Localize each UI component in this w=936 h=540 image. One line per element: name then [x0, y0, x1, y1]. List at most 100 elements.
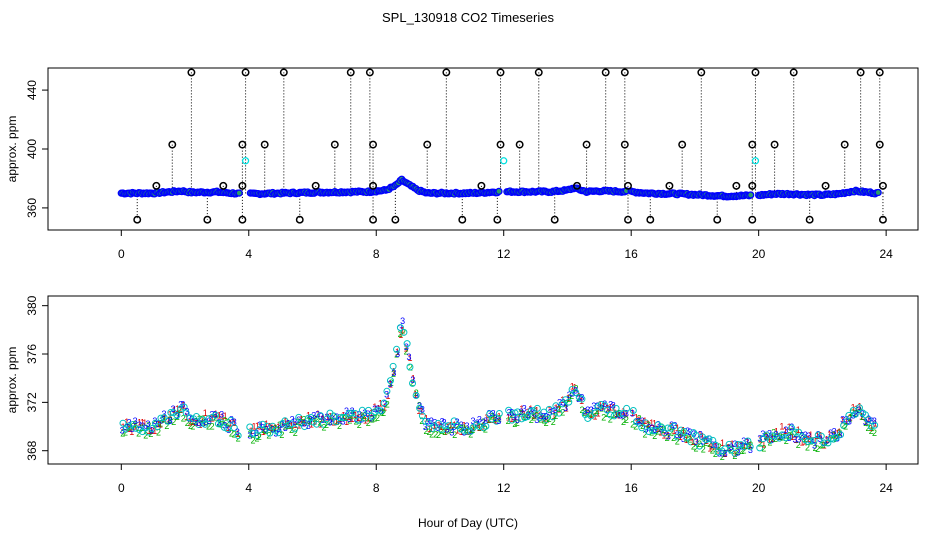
bottom-data-char: 2	[429, 430, 434, 440]
bottom-data-point	[144, 428, 152, 436]
outlier-point	[665, 181, 674, 190]
bottom-data-char: 1	[713, 442, 718, 452]
outlier-point	[279, 68, 288, 77]
bottom-data-char: 1	[178, 405, 183, 415]
bottom-data-point	[212, 411, 220, 419]
bottom-data-char: 2	[621, 417, 626, 427]
bottom-data-char: 1	[675, 423, 680, 433]
bottom-data-char: 2	[825, 438, 830, 448]
bottom-data-char: 2	[557, 404, 562, 414]
bottom-data-char: 1	[509, 414, 514, 424]
bottom-data-char: 3	[525, 411, 530, 421]
bottom-data-char: 2	[251, 435, 256, 445]
bottom-data-char: 3	[844, 414, 849, 424]
outlier-point	[770, 140, 779, 149]
bottom-data-point	[843, 418, 851, 426]
bottom-data-char: 2	[799, 430, 804, 440]
bottom-data-char: 2	[746, 441, 751, 451]
bottom-data-char: 2	[277, 420, 282, 430]
outlier-point	[620, 68, 629, 77]
bottom-data-char: 3	[618, 410, 623, 420]
bottom-data-char: 3	[328, 417, 333, 427]
bottom-data-point	[131, 424, 139, 432]
bottom-data-char: 3	[459, 420, 464, 430]
bottom-data-char: 3	[280, 419, 285, 429]
bottom-data-char: 2	[219, 419, 224, 429]
bottom-data-char: 1	[346, 412, 351, 422]
outlier-point	[748, 215, 757, 224]
bottom-data-point	[412, 392, 420, 400]
bottom-data-char: 1	[121, 422, 126, 432]
bottom-data-point	[619, 410, 627, 418]
bottom-data-char: 1	[432, 421, 437, 431]
bottom-x-axis: 0 4 8 12 16 20 24	[118, 463, 893, 495]
bottom-data-char: 3	[550, 406, 555, 416]
bottom-data-point	[424, 419, 432, 427]
outlier-point	[751, 68, 760, 77]
bottom-data-char: 1	[866, 414, 871, 424]
outlier-point	[875, 140, 884, 149]
bottom-data-char: 1	[605, 403, 610, 413]
bottom-data-char: 3	[851, 410, 856, 420]
bottom-data-char: 1	[293, 420, 298, 430]
bottom-data-char: 1	[190, 417, 195, 427]
bottom-data-point	[734, 440, 742, 448]
bottom-data-char: 3	[440, 417, 445, 427]
bottom-data-char: 1	[671, 426, 676, 436]
bottom-data-char: 1	[386, 391, 391, 401]
bottom-data-char: 3	[717, 448, 722, 458]
bottom-data-char: 3	[400, 316, 405, 326]
bottom-data-char: 3	[143, 424, 148, 434]
bottom-data-point	[629, 407, 637, 415]
bottom-data-char: 3	[483, 416, 488, 426]
bottom-data-char: 2	[599, 404, 604, 414]
bottom-data-char: 1	[299, 415, 304, 425]
bottom-data-char: 3	[212, 409, 217, 419]
outlier-point	[573, 181, 581, 190]
bottom-data-char: 3	[369, 413, 374, 423]
bottom-data-char: 2	[551, 417, 556, 427]
bottom-data-char: 2	[283, 422, 288, 432]
bottom-data-point	[565, 398, 573, 406]
bottom-data-char: 1	[493, 415, 498, 425]
bottom-data-char: 1	[554, 403, 559, 413]
bottom-data-char: 2	[136, 429, 141, 439]
bottom-data-char: 2	[761, 443, 766, 453]
bottom-data-char: 2	[595, 406, 600, 416]
bottom-data-char: 2	[805, 443, 810, 453]
bottom-data-point	[291, 425, 299, 433]
bottom-data-point	[638, 424, 646, 432]
top-data-point	[874, 188, 882, 197]
bottom-data-char: 1	[774, 426, 779, 436]
bottom-data-char: 2	[601, 413, 606, 423]
bottom-data-char: 3	[653, 425, 658, 435]
bottom-data-char: 2	[127, 422, 132, 432]
bottom-data-point	[339, 414, 347, 422]
bottom-data-char: 2	[455, 421, 460, 431]
bottom-data-char: 1	[197, 420, 202, 430]
bottom-data-char: 3	[662, 429, 667, 439]
bottom-data-char: 2	[347, 416, 352, 426]
bottom-data-point	[160, 414, 168, 422]
bottom-data-char: 2	[210, 421, 215, 431]
bottom-data-char: 3	[538, 411, 543, 421]
bottom-data-char: 2	[226, 418, 231, 428]
bottom-data-char: 3	[152, 416, 157, 426]
bottom-data-char: 1	[484, 413, 489, 423]
bottom-data-char: 2	[301, 415, 306, 425]
bottom-data-char: 2	[796, 440, 801, 450]
bottom-data-point	[269, 422, 277, 430]
bottom-data-char: 3	[767, 428, 772, 438]
bottom-data-point	[508, 416, 516, 424]
bottom-data-char: 3	[468, 426, 473, 436]
bottom-data-char: 1	[577, 392, 582, 402]
bottom-data-char: 2	[624, 415, 629, 425]
outlier-point	[133, 215, 142, 224]
bottom-data-char: 1	[181, 400, 186, 410]
bottom-data-point	[759, 435, 767, 443]
bottom-data-point	[173, 411, 181, 419]
bottom-data-char: 3	[426, 416, 431, 426]
bottom-data-char: 2	[656, 426, 661, 436]
bottom-data-point	[607, 411, 615, 419]
